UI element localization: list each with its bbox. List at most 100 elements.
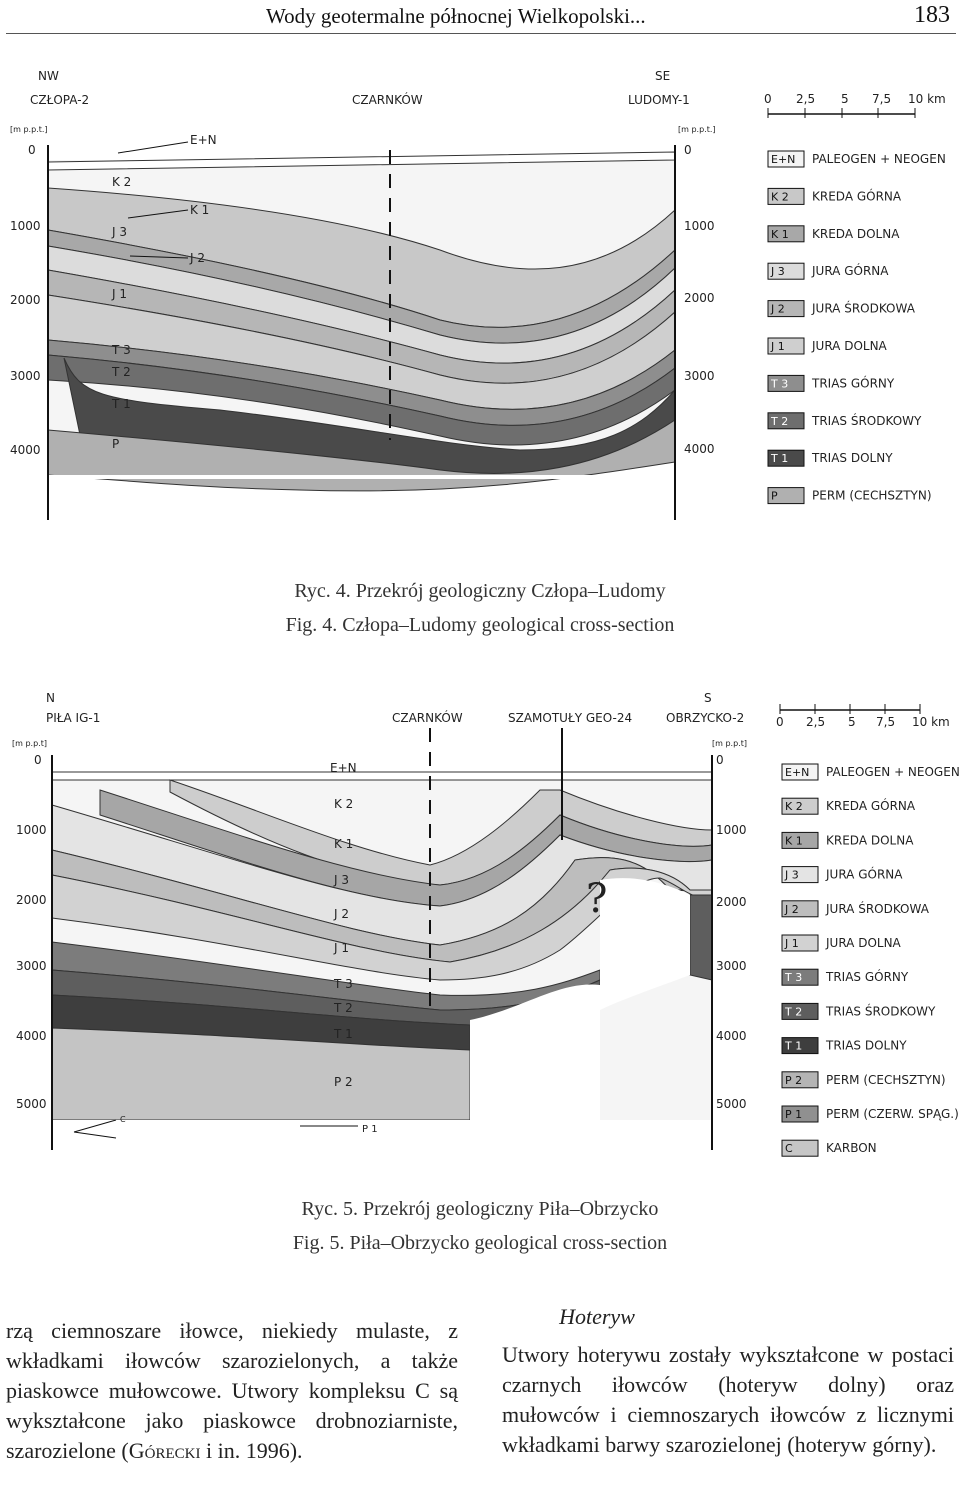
fig4-rtick-2000: 2000	[684, 291, 715, 305]
fig4-center-label: CZARNKÓW	[352, 92, 423, 107]
fig5-scale-2_5: 2,5	[806, 715, 825, 729]
left-text-b: i in. 1996).	[200, 1438, 303, 1463]
fig5-legend-name-1: KREDA GÓRNA	[826, 798, 916, 813]
fig4-scale-2_5: 2,5	[796, 92, 815, 106]
fig4-rtick-3000: 3000	[684, 369, 715, 383]
fig4-label-t3: T 3	[111, 343, 131, 357]
fig5-label-en: E+N	[330, 761, 357, 775]
fig4-legend-code-6: T 3	[770, 377, 788, 390]
fig5-scale-bar: 0 2,5 5 7,5 10 km	[776, 704, 950, 729]
fig5-section	[51, 771, 713, 1150]
fig5-legend-name-2: KREDA DOLNA	[826, 833, 914, 847]
running-title: Wody geotermalne północnej Wielkopolski.…	[266, 4, 646, 28]
fig4-rtick-4000: 4000	[684, 442, 715, 456]
fig5-caption-en: Fig. 5. Piła–Obrzycko geological cross-s…	[292, 1232, 668, 1254]
fig5-legend-name-11: KARBON	[826, 1141, 877, 1155]
fig5-legend-code-7: T 2	[784, 1005, 802, 1018]
fig5-scale-5: 5	[848, 715, 856, 729]
fig4-legend-code-5: J 1	[770, 340, 785, 353]
fig4-legend-swatch-4	[767, 300, 805, 318]
fig5-legend-swatch-0	[781, 763, 819, 781]
fig4-legend-name-5: JURA DOLNA	[811, 339, 888, 353]
fig4-legend-code-8: T 1	[770, 452, 788, 465]
fig4-section	[47, 151, 676, 492]
fig4-tick-1000: 1000	[10, 219, 41, 233]
fig5-tick-5000: 5000	[16, 1097, 47, 1111]
fig4-label-t1: T 1	[111, 397, 131, 411]
fig5-rtick-4000: 4000	[716, 1029, 747, 1043]
fig4-legend-swatch-6	[767, 374, 805, 392]
fig4-dir-right: SE	[655, 69, 670, 83]
fig5-depth-axis-left: 0 1000 2000 3000 4000 5000	[16, 753, 47, 1111]
fig5-legend-name-8: TRIAS DOLNY	[825, 1039, 907, 1053]
fig5-rtick-1000: 1000	[716, 823, 747, 837]
fig5-legend-name-0: PALEOGEN + NEOGEN	[826, 765, 960, 779]
fig4-caption-en: Fig. 4. Człopa–Ludomy geological cross-s…	[285, 614, 675, 636]
fig4-legend-swatch-8	[767, 449, 805, 467]
fig5-label-c: C	[120, 1115, 126, 1124]
fig5-well-right: OBRZYCKO-2	[666, 711, 744, 725]
fig4-legend-name-6: TRIAS GÓRNY	[811, 375, 895, 390]
fig5-caption-pl: Ryc. 5. Przekrój geologiczny Piła–Obrzyc…	[301, 1198, 659, 1220]
fig5-legend-swatch-11	[781, 1139, 819, 1157]
header-rule	[6, 33, 956, 34]
running-header: Wody geotermalne północnej Wielkopolski.…	[0, 0, 960, 36]
fig5-legend-code-4: J 2	[784, 903, 799, 916]
fig4-legend-swatch-5	[767, 337, 805, 355]
fig5-legend-swatch-10	[781, 1105, 819, 1123]
fig4-legend-code-3: J 3	[770, 265, 785, 278]
fig4-scale-0: 0	[764, 92, 772, 106]
fig5-scale-7_5: 7,5	[876, 715, 895, 729]
fig4-caption-pl: Ryc. 4. Przekrój geologiczny Człopa–Ludo…	[294, 580, 666, 602]
fig4-legend-name-3: JURA GÓRNA	[811, 263, 889, 278]
fig5-scale-0: 0	[776, 715, 784, 729]
fig5-label-j1: J 1	[333, 941, 349, 955]
fig4-legend-swatch-7	[767, 412, 805, 430]
fig5-legend-name-10: PERM (CZERW. SPĄG.)	[826, 1107, 959, 1121]
fig5-dir-right: S	[704, 691, 712, 705]
fig4-tick-3000: 3000	[10, 369, 41, 383]
fig4-dir-left: NW	[38, 69, 59, 83]
fig5-legend-swatch-5	[781, 934, 819, 952]
fig4-label-p: P	[112, 437, 119, 451]
fig5-tick-4000: 4000	[16, 1029, 47, 1043]
fig5-label-t3: T 3	[333, 977, 353, 991]
fig5-scale-10km: 10 km	[912, 715, 950, 729]
fig5-tick-3000: 3000	[16, 959, 47, 973]
fig5-well-left: PIŁA IG-1	[46, 711, 100, 725]
fig5-legend-swatch-6	[781, 968, 819, 986]
fig4-legend-code-4: J 2	[770, 303, 785, 316]
fig5-legend-code-8: T 1	[784, 1040, 802, 1053]
fig5-depth-unit-left: [m p.p.t]	[12, 739, 47, 748]
fig4-legend-swatch-9	[767, 487, 805, 505]
fig4-tick-2000: 2000	[10, 293, 41, 307]
fig4-legend-name-7: TRIAS ŚRODKOWY	[811, 413, 922, 428]
fig5-label-p1: P 1	[362, 1124, 378, 1135]
fig5-label-k1: K 1	[334, 837, 353, 851]
fig5-legend-name-6: TRIAS GÓRNY	[825, 969, 909, 984]
fig4-legend-swatch-2	[767, 225, 805, 243]
fig5-label-t2: T 2	[333, 1001, 353, 1015]
fig4-legend-code-2: K 1	[771, 228, 789, 241]
fig4-legend-code-1: K 2	[771, 190, 789, 203]
fig4-tick-0: 0	[28, 143, 36, 157]
fig4-well-right: LUDOMY-1	[628, 93, 690, 107]
fig5-legend-swatch-9	[781, 1071, 819, 1089]
fig5-legend-code-0: E+N	[785, 766, 809, 779]
fig5-rtick-3000: 3000	[716, 959, 747, 973]
fig4-scale-5: 5	[841, 92, 849, 106]
fig4-label-en: E+N	[190, 133, 217, 147]
fig5-legend-code-6: T 3	[784, 971, 802, 984]
fig5-depth-axis-right: 0 1000 2000 3000 4000 5000	[716, 753, 747, 1111]
fig4-label-j1: J 1	[111, 287, 127, 301]
fig5-legend-swatch-4	[781, 900, 819, 918]
fig5-tick-0: 0	[34, 753, 42, 767]
fig5-rtick-5000: 5000	[716, 1097, 747, 1111]
fig4-label-t2: T 2	[111, 365, 131, 379]
fig4-legend-name-2: KREDA DOLNA	[812, 227, 900, 241]
fig5-label-j2: J 2	[333, 907, 349, 921]
fig4-depth-unit-right: [m p.p.t.]	[678, 125, 716, 134]
fig4-legend-code-0: E+N	[771, 153, 795, 166]
fig4-legend: E+N PALEOGEN + NEOGEN K 2 KREDA GÓRNA K 1 KRE…	[767, 150, 946, 505]
fig4-legend-name-9: PERM (CECHSZTYN)	[812, 489, 932, 503]
